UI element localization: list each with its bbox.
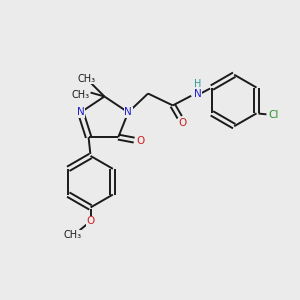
Text: CH₃: CH₃ — [72, 89, 90, 100]
Text: N: N — [77, 107, 85, 117]
Text: O: O — [136, 136, 144, 146]
Text: Cl: Cl — [268, 110, 279, 120]
Text: N: N — [124, 107, 132, 117]
Text: CH₃: CH₃ — [77, 74, 96, 84]
Text: O: O — [178, 118, 187, 128]
Text: H: H — [194, 79, 201, 88]
Text: CH₃: CH₃ — [64, 230, 82, 240]
Text: N: N — [194, 88, 201, 98]
Text: O: O — [86, 216, 95, 226]
